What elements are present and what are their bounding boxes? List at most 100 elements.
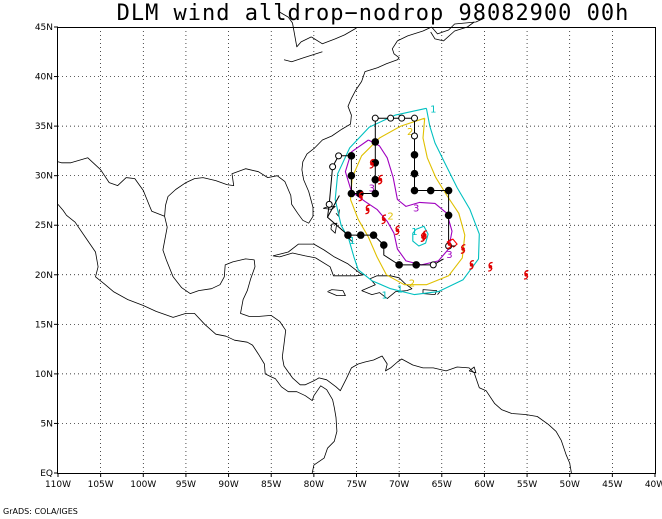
lon-tick-label: 110W	[45, 480, 71, 490]
coastline	[311, 27, 357, 45]
contour-line	[349, 117, 466, 286]
dropsonde-point-filled	[369, 231, 378, 239]
dropsonde-point-open	[329, 163, 337, 171]
dropsonde-point-filled	[410, 186, 419, 195]
dropsonde-point-filled	[444, 186, 453, 195]
dropsonde-point-filled	[347, 189, 356, 198]
lat-tick-label: 30N	[35, 172, 53, 182]
contour-line	[334, 107, 480, 296]
dropsonde-point-open	[387, 114, 395, 122]
contour-label: 1	[381, 291, 387, 302]
lon-tick-label: 55W	[517, 480, 537, 490]
dropsonde-point-filled	[426, 186, 435, 195]
hurricane-symbol-icon	[422, 230, 427, 240]
coastline	[164, 26, 432, 224]
footer-credit: GrADS: COLA/IGES	[3, 507, 78, 516]
hurricane-symbol-icon	[488, 261, 493, 272]
coastline	[66, 157, 165, 217]
dropsonde-point-filled	[356, 231, 365, 239]
coastline	[468, 366, 477, 374]
coastline	[162, 216, 572, 474]
lat-tick-label: 40N	[35, 73, 53, 83]
coastline	[57, 161, 67, 164]
coastline	[57, 204, 338, 474]
coastlines	[57, 11, 572, 474]
dropsonde-point-open	[325, 200, 333, 208]
lon-tick-label: 45W	[602, 480, 622, 490]
lon-tick-label: 80W	[304, 480, 324, 490]
lon-tick-label: 90W	[218, 480, 238, 490]
lon-tick-label: 70W	[389, 480, 409, 490]
contour-label: 3	[369, 184, 375, 195]
dropsonde-point-filled	[410, 169, 419, 178]
dropsonde-point-filled	[444, 211, 453, 220]
lat-tick-label: 20N	[35, 271, 53, 281]
hurricane-symbol-icon	[469, 260, 474, 270]
lon-tick-label: 65W	[432, 480, 452, 490]
dropsonde-point-filled	[412, 261, 421, 269]
lat-tick-label: 10N	[35, 370, 53, 380]
hurricane-symbol-icon	[369, 158, 375, 169]
lon-tick-label: 60W	[474, 480, 494, 490]
hurricane-symbol-icon	[378, 174, 383, 185]
lat-tick-label: 35N	[35, 122, 53, 132]
hurricane-symbol-icon	[395, 225, 400, 236]
lon-tick-label: 50W	[560, 480, 580, 490]
coastline	[361, 275, 413, 299]
contour-label: 1	[411, 227, 417, 238]
lon-tick-label: 40W	[645, 480, 662, 490]
lon-tick-label: 85W	[261, 480, 281, 490]
dropsonde-point-filled	[371, 189, 380, 198]
dropsonde-point-filled	[371, 138, 380, 146]
hurricane-symbol-icon	[365, 204, 370, 215]
lon-tick-label: 100W	[130, 480, 156, 490]
flight-track-line	[327, 117, 456, 247]
contour-label: 3	[413, 203, 419, 214]
contour-line	[412, 225, 429, 247]
contour-label: 1	[349, 236, 355, 247]
dropsonde-point-open	[398, 114, 406, 122]
dropsonde-point-open	[335, 152, 343, 160]
lon-tick-label: 95W	[176, 480, 196, 490]
contour-label: 2	[409, 279, 415, 290]
contour-label: 1	[430, 104, 436, 115]
dropsonde-point-open	[371, 114, 379, 122]
dropsonde-point-open	[410, 132, 418, 140]
coastline	[430, 21, 475, 42]
map-title: DLM wind alldrop−nodrop 98082900 00h	[117, 1, 630, 26]
lat-tick-label: EQ	[40, 469, 53, 479]
lat-tick-label: 25N	[35, 221, 53, 231]
dropsonde-point-open	[410, 114, 418, 122]
lat-tick-label: 5N	[41, 419, 53, 429]
coastline	[272, 243, 364, 277]
hurricane-symbol-icon	[447, 239, 452, 249]
coastline	[422, 289, 438, 295]
map-frame	[57, 27, 656, 474]
hurricane-symbol-icon	[460, 244, 466, 254]
dropsonde-point-filled	[410, 151, 419, 159]
lon-tick-label: 105W	[88, 480, 114, 490]
lat-tick-label: 45N	[35, 23, 53, 33]
dropsonde-point-filled	[379, 241, 388, 249]
contour-label: 2	[387, 211, 393, 222]
lat-tick-label: 15N	[35, 320, 53, 330]
contour-label: 1	[397, 285, 403, 296]
latitude-tick-labels: EQ 5N 10N 15N 20N 25N 30N 35N 40N 45N	[35, 23, 53, 479]
coastline	[443, 151, 445, 154]
dropsonde-point-filled	[395, 261, 403, 269]
dropsonde-point-filled	[371, 175, 380, 184]
contour-label: 2	[407, 127, 413, 138]
coastline	[327, 289, 346, 296]
coastline	[330, 222, 338, 234]
dropsonde-point-open	[429, 261, 437, 269]
hurricane-symbol-icon	[381, 214, 387, 225]
dropsonde-point-filled	[344, 231, 352, 239]
dropsonde-point-filled	[347, 171, 356, 180]
map-plot-area	[57, 27, 656, 474]
dropsonde-flight-tracks	[325, 114, 456, 269]
hurricane-symbol-icon	[523, 269, 529, 280]
hurricane-track-symbols	[358, 158, 529, 280]
lon-tick-label: 75W	[346, 480, 366, 490]
